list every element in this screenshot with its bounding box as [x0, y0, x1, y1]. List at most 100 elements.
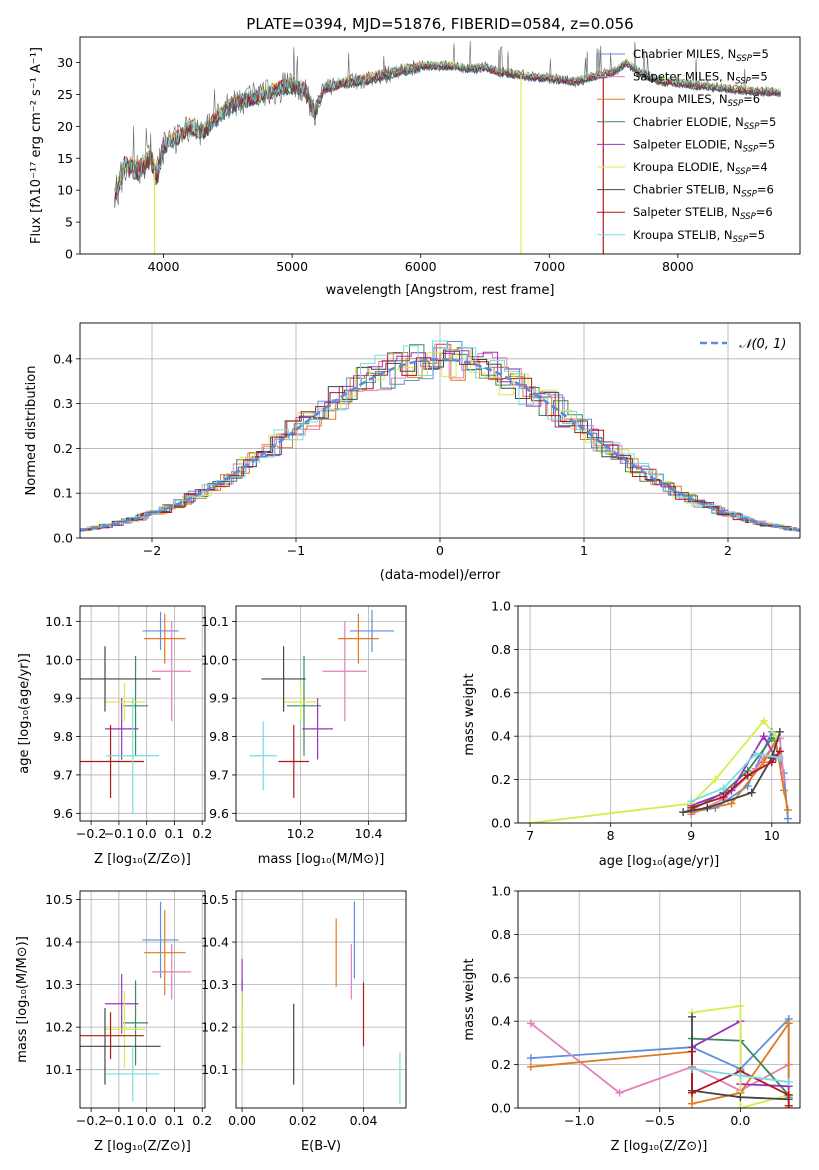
sfh-marker-kroupa-miles [727, 799, 736, 808]
y-axis-label: mass weight [462, 958, 477, 1040]
spectrum-chart: 4000 5000 6000 7000 8000 0 5 10 15 20 25 30 waveleng… [29, 36, 801, 298]
y-tick-label: 0.2 [53, 441, 73, 456]
residual-histogram-salpeter-elodie [80, 350, 800, 533]
x-tick-label: 0.1 [164, 826, 184, 841]
sfh-marker-kroupa-stelib [687, 797, 696, 806]
sfh-marker-kroupa-stelib [751, 749, 760, 758]
x-tick-label: −0.5 [645, 1113, 675, 1128]
y-tick-label: 0.2 [491, 1057, 511, 1072]
sfh-marker-salpeter-stelib [688, 1047, 697, 1056]
sfh-line-kroupa-elodie [691, 1004, 789, 1108]
sfh-marker-chabrier-stelib [747, 788, 756, 797]
y-tick-label: 0.0 [491, 816, 511, 831]
y-axis-label: Flux [fλ10⁻¹⁷ erg cm⁻² s⁻¹ A⁻¹] [29, 47, 44, 244]
plot-area [241, 901, 401, 1104]
sfh-marker-salpeter-miles [615, 1088, 624, 1097]
axes-frame [517, 890, 801, 1109]
age-vs-mass-chart: 10.2 10.4 9.6 9.7 9.8 9.9 10.0 10.1 mass [log₁₀(… [201, 605, 407, 867]
sfh-marker-salpeter-stelib [719, 792, 728, 801]
y-tick-label: 9.7 [209, 767, 229, 782]
axes-frame [517, 605, 801, 824]
sfh-marker-kroupa-miles [759, 758, 768, 767]
y-tick-label: 10.1 [201, 1062, 229, 1077]
y-tick-label: 25 [57, 87, 73, 102]
x-tick-label: 0.1 [164, 1113, 184, 1128]
x-tick-label: 10.2 [287, 826, 315, 841]
y-tick-label: 10.3 [45, 977, 73, 992]
sfh-marker-kroupa-stelib [775, 753, 784, 762]
sfh-marker-chabrier-stelib [736, 1093, 745, 1102]
x-tick-label: −0.1 [104, 826, 134, 841]
mass-weight-vs-age-chart: 7 8 9 10 0.0 0.2 0.4 0.6 0.8 1.0 age [log₁₀(age/yr… [462, 599, 801, 869]
y-tick-label: 9.9 [209, 691, 229, 706]
spectrum-legend: Chabrier MILES, NSSP=5 Salpeter MILES, NS… [597, 47, 776, 245]
x-tick-label: 0.02 [289, 1113, 317, 1128]
x-tick-label: 8000 [662, 259, 694, 274]
sfh-marker-kroupa-miles [784, 1019, 793, 1028]
y-axis-label: age [log₁₀(age/yr)] [17, 653, 32, 774]
legend-label-chabrier-elodie: Chabrier ELODIE, NSSP=5 [633, 115, 776, 132]
y-tick-label: 15 [57, 151, 73, 166]
sfh-marker-kroupa-miles [688, 1099, 697, 1108]
x-tick-label: 5000 [276, 259, 308, 274]
spectrum-chabrier-stelib [114, 61, 782, 208]
y-tick-label: 0.0 [491, 1101, 511, 1116]
sfh-marker-kroupa-elodie [526, 819, 535, 823]
age-vs-metallicity-chart: −0.2−0.1 0.0 0.1 0.2 9.6 9.7 9.8 9.9 10.0 10.1 Z [… [17, 605, 212, 867]
y-tick-label: 10.2 [45, 1020, 73, 1035]
x-axis-label: E(B-V) [301, 1139, 341, 1154]
y-tick-label: 9.8 [209, 729, 229, 744]
sfh-line-chabrier-stelib [683, 731, 781, 813]
y-tick-label: 0.4 [53, 351, 73, 366]
sfh-marker-kroupa-miles [526, 1062, 535, 1071]
x-tick-label: 7 [526, 828, 534, 843]
y-tick-label: 5 [65, 215, 73, 230]
legend-label-salpeter-stelib: Salpeter STELIB, NSSP=6 [633, 205, 773, 222]
sfh-line-kroupa-miles [530, 1020, 790, 1108]
x-tick-label: −0.2 [76, 826, 106, 841]
x-axis-label: Z [log₁₀(Z/Z⊙)] [94, 1139, 191, 1154]
sfh-marker-chabrier-stelib [688, 1012, 697, 1021]
sfh-marker-chabrier-miles [526, 1054, 535, 1063]
sfh-marker-chabrier-stelib [679, 808, 688, 817]
y-tick-label: 9.7 [53, 767, 73, 782]
x-axis-label: Z [log₁₀(Z/Z⊙)] [94, 852, 191, 867]
legend-label-chabrier-stelib: Chabrier STELIB, NSSP=6 [633, 183, 774, 200]
residuals-chart: −2 −1 0 1 2 0.0 0.1 0.2 0.3 0.4 (data-model)/error… [24, 322, 801, 583]
x-axis-label: Z [log₁₀(Z/Z⊙)] [611, 1139, 708, 1154]
x-tick-label: 2 [724, 543, 732, 558]
sfh-marker-kroupa-elodie [711, 775, 720, 784]
y-tick-label: 10.0 [45, 652, 73, 667]
plot-area [526, 717, 792, 823]
y-tick-label: 0.8 [491, 927, 511, 942]
y-axis-label: Normed distribution [24, 366, 39, 496]
x-tick-label: 1 [580, 543, 588, 558]
y-tick-label: 10.1 [45, 1062, 73, 1077]
axes-frame [235, 605, 407, 822]
sfh-marker-salpeter-elodie [759, 732, 768, 741]
y-axis-label: mass weight [462, 673, 477, 755]
y-tick-label: 10.5 [201, 892, 229, 907]
sfh-marker-salpeter-miles [526, 1019, 535, 1028]
axes-frame [79, 605, 206, 822]
sfh-marker-salpeter-stelib [767, 758, 776, 767]
y-tick-label: 1.0 [491, 599, 511, 614]
y-tick-label: 10.0 [201, 652, 229, 667]
x-tick-label: 0.04 [350, 1113, 378, 1128]
y-tick-label: 10 [57, 183, 73, 198]
sfh-marker-salpeter-stelib [784, 1101, 793, 1108]
y-tick-label: 9.8 [53, 729, 73, 744]
y-tick-label: 10.1 [45, 614, 73, 629]
sfh-marker-chabrier-miles [783, 814, 792, 823]
x-tick-label: 8 [607, 828, 615, 843]
x-axis-label: age [log₁₀(age/yr)] [599, 854, 720, 869]
x-axis-label: (data-model)/error [380, 568, 501, 583]
x-tick-label: −1.0 [564, 1113, 594, 1128]
figure-title: PLATE=0394, MJD=51876, FIBERID=0584, z=0… [246, 15, 633, 33]
x-tick-label: 10 [764, 828, 780, 843]
y-tick-label: 0.4 [491, 729, 511, 744]
mass-vs-ebv-chart: 0.00 0.02 0.04 10.1 10.2 10.3 10.4 10.5 E(B-V) [201, 890, 407, 1154]
x-tick-label: 0.0 [137, 1113, 157, 1128]
y-tick-label: 10.5 [45, 892, 73, 907]
